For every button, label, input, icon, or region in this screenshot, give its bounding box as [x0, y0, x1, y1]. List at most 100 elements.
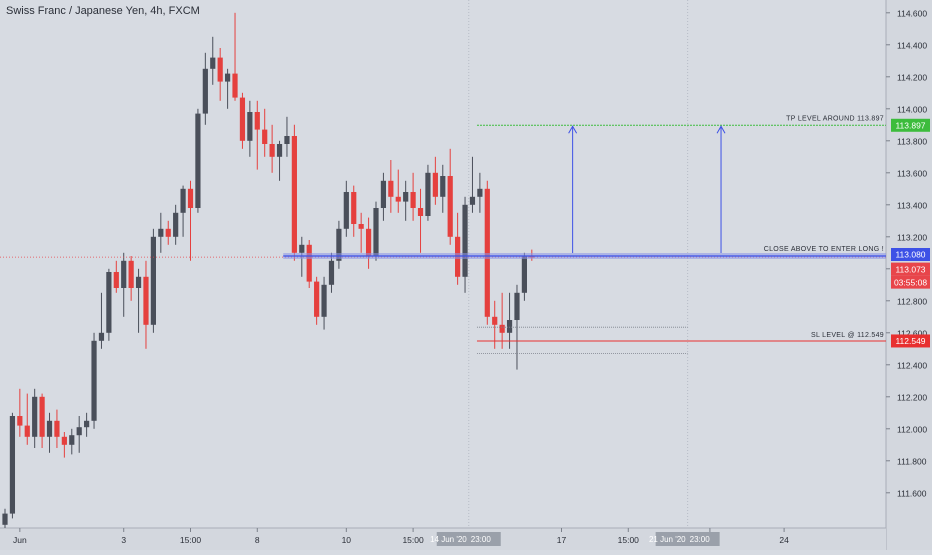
candle-body-up: [173, 212, 179, 237]
candle-body-up: [506, 320, 513, 333]
candle-body-down: [17, 416, 23, 426]
candle-body-up: [328, 260, 335, 285]
candle-body-up: [98, 332, 105, 341]
candle-body-down: [165, 228, 171, 237]
candle-body-up: [210, 57, 216, 69]
candle-body-up: [106, 272, 112, 333]
candle-body-down: [61, 436, 67, 445]
candle-body-up: [462, 204, 468, 277]
candle-body-down: [113, 272, 119, 288]
price-tick-label: 113.400: [897, 200, 927, 210]
time-tick-label: 17: [557, 535, 567, 545]
date-marker-time: 23:00: [690, 535, 711, 544]
date-marker-date: 14 Jun '20: [430, 535, 467, 544]
price-tick-label: 112.200: [897, 392, 927, 402]
candle-body-up: [195, 113, 201, 208]
candle-body-down: [291, 136, 297, 253]
candle-body-down: [39, 396, 45, 437]
candle-body-down: [254, 112, 260, 130]
candle-body-up: [76, 427, 82, 436]
candle-body-up: [202, 68, 208, 114]
current-price-badge-label: 113.073: [895, 264, 925, 274]
price-tick-label: 112.800: [897, 296, 927, 306]
candle-body-up: [321, 284, 327, 317]
candle-body-up: [2, 513, 8, 525]
entry-level-label: CLOSE ABOVE TO ENTER LONG !: [764, 246, 884, 253]
candle-body-up: [343, 192, 349, 229]
date-marker-badge: [655, 532, 720, 546]
sl-price-badge: [891, 334, 930, 348]
candle-body-up: [247, 112, 253, 141]
entry-price-badge: [891, 248, 930, 261]
candle-body-up: [121, 260, 127, 288]
candle-body-up: [373, 208, 379, 256]
price-tick-label: 112.400: [897, 360, 927, 370]
candle-body-up: [225, 73, 231, 82]
candle-body-up: [336, 228, 342, 261]
candle-body-down: [128, 260, 134, 288]
candle-body-up: [276, 144, 283, 157]
date-marker-date: 21 Jun '20: [649, 535, 686, 544]
price-tick-label: 114.400: [897, 40, 927, 50]
candle-body-up: [84, 420, 90, 428]
price-tick-label: 113.800: [897, 136, 927, 146]
tp-price-badge: [891, 118, 930, 132]
candle-body-down: [432, 172, 438, 197]
current-price-badge: [891, 262, 930, 276]
countdown-label: 03:55:08: [894, 277, 927, 287]
time-tick-label: 3: [121, 535, 126, 545]
candle-body-up: [150, 236, 156, 325]
candle-body-up: [46, 420, 53, 437]
candle-body-down: [24, 425, 30, 437]
candle-body-up: [299, 244, 305, 253]
time-tick-label: Jun: [13, 535, 27, 545]
entry-price-badge-label: 113.080: [895, 250, 925, 260]
candle-body-up: [9, 416, 16, 514]
date-marker-time: 23:00: [471, 535, 492, 544]
candle-body-up: [32, 396, 38, 437]
price-tick-label: 112.600: [897, 328, 927, 338]
candle-body-down: [492, 316, 498, 325]
sl-level-label: SL LEVEL @ 112.549: [811, 332, 884, 339]
candle-body-down: [239, 97, 246, 141]
tp-price-badge-label: 113.897: [895, 120, 925, 130]
time-tick-label: 8: [255, 535, 260, 545]
candle-body-up: [477, 188, 483, 197]
price-tick-label: 111.800: [897, 456, 927, 466]
arrow-up-icon: [716, 125, 726, 134]
arrow-up-icon: [568, 125, 578, 134]
countdown-badge: [891, 275, 930, 289]
candle-body-up: [425, 172, 431, 216]
candle-body-up: [284, 136, 290, 144]
candle-body-up: [135, 276, 142, 288]
time-tick-label: 24: [779, 535, 789, 545]
candle-body-down: [217, 57, 223, 82]
time-tick-label: 15:00: [402, 535, 424, 545]
tp-level-label: TP LEVEL AROUND 113.897: [786, 115, 884, 122]
candle-body-down: [499, 324, 505, 333]
candle-body-down: [484, 188, 490, 317]
candle-body-down: [351, 192, 357, 224]
candle-body-down: [232, 73, 238, 98]
candle-body-up: [521, 256, 527, 293]
candle-body-up: [180, 188, 186, 213]
candle-body-up: [158, 228, 164, 237]
chart-title: Swiss Franc / Japanese Yen, 4h, FXCM: [6, 5, 200, 17]
candle-body-down: [388, 180, 394, 197]
date-marker-badge: [436, 532, 501, 546]
price-tick-label: 114.200: [897, 72, 927, 82]
candle-body-down: [306, 244, 312, 282]
candle-body-up: [440, 176, 446, 197]
price-tick-label: 112.000: [897, 424, 927, 434]
price-tick-label: 113.200: [897, 232, 927, 242]
candle-body-down: [269, 144, 275, 157]
candle-body-down: [262, 129, 268, 144]
candle-body-down: [54, 420, 60, 437]
price-tick-label: 111.600: [897, 488, 927, 498]
candle-body-up: [69, 435, 75, 445]
time-tick-label: 15:00: [180, 535, 202, 545]
candle-body-up: [403, 192, 409, 202]
time-tick-label: 10: [342, 535, 352, 545]
